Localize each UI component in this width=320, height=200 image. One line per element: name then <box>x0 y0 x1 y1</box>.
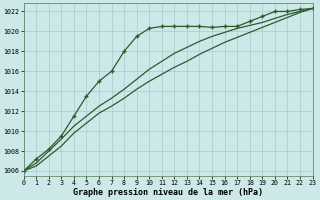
X-axis label: Graphe pression niveau de la mer (hPa): Graphe pression niveau de la mer (hPa) <box>73 188 263 197</box>
